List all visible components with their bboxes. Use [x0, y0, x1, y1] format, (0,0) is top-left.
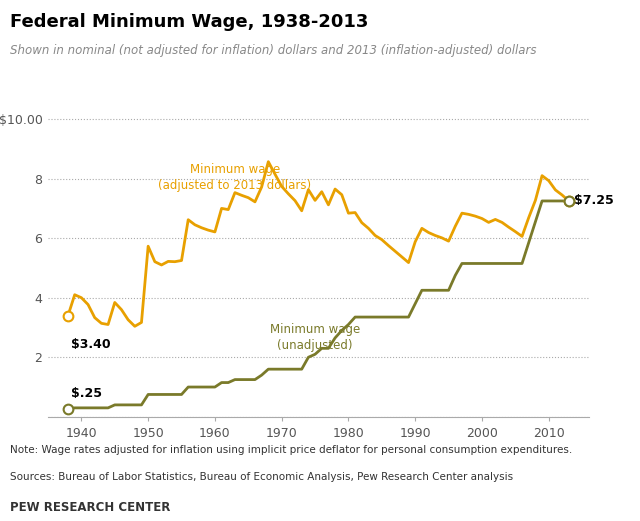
Text: Federal Minimum Wage, 1938-2013: Federal Minimum Wage, 1938-2013: [10, 13, 368, 31]
Text: Sources: Bureau of Labor Statistics, Bureau of Economic Analysis, Pew Research C: Sources: Bureau of Labor Statistics, Bur…: [10, 472, 513, 481]
Text: Note: Wage rates adjusted for inflation using implicit price deflator for person: Note: Wage rates adjusted for inflation …: [10, 445, 572, 455]
Text: Minimum wage
(unadjusted): Minimum wage (unadjusted): [270, 323, 360, 352]
Text: Shown in nominal (not adjusted for inflation) dollars and 2013 (inflation-adjust: Shown in nominal (not adjusted for infla…: [10, 44, 536, 57]
Text: Minimum wage
(adjusted to 2013 dollars): Minimum wage (adjusted to 2013 dollars): [158, 163, 312, 192]
Text: $7.25: $7.25: [574, 194, 614, 207]
Text: $.25: $.25: [72, 388, 102, 401]
Text: PEW RESEARCH CENTER: PEW RESEARCH CENTER: [10, 501, 170, 514]
Text: $3.40: $3.40: [72, 338, 111, 351]
